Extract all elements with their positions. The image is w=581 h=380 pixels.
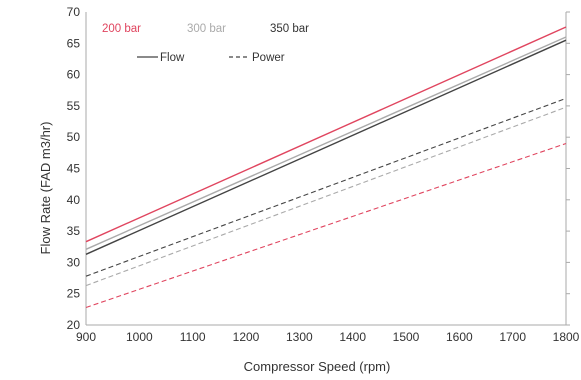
x-tick-label: 1400 <box>339 330 366 344</box>
y-tick-label: 55 <box>67 99 81 113</box>
y-tick-label: 50 <box>67 130 81 144</box>
x-tick-label: 900 <box>76 330 96 344</box>
legend-entry-power: Power <box>252 52 285 64</box>
legend-entry-300-bar: 300 bar <box>187 23 226 35</box>
series-line-300-bar-power <box>85 106 567 287</box>
legend-entry-350-bar: 350 bar <box>270 23 309 35</box>
y-tick-label: 45 <box>67 162 81 176</box>
x-axis-ticks: 900 1000 1100 1200 1300 1400 1500 1600 1700 1800 <box>76 330 580 344</box>
x-tick-label: 1200 <box>233 330 260 344</box>
y-tick-label: 65 <box>67 36 81 50</box>
series-line-200-bar-power <box>85 142 567 309</box>
x-tick-label: 1100 <box>180 330 206 344</box>
y-tick-label: 40 <box>67 193 81 207</box>
x-tick-label: 1500 <box>393 330 420 344</box>
series-line-350-bar-flow <box>85 39 567 255</box>
x-tick-label: 1800 <box>553 330 580 344</box>
x-tick-label: 1300 <box>286 330 313 344</box>
right-axis-ticks <box>566 11 570 326</box>
x-tick-label: 1600 <box>446 330 473 344</box>
y-tick-label: 35 <box>67 224 81 238</box>
x-tick-label: 1700 <box>499 330 526 344</box>
y-tick-label: 25 <box>67 287 81 301</box>
series-line-200-bar-flow <box>85 26 567 243</box>
legend-background <box>96 12 316 72</box>
y-tick-label: 30 <box>67 255 81 269</box>
series-line-300-bar-flow <box>85 36 567 250</box>
series-line-350-bar-power <box>85 97 567 277</box>
y-tick-label: 60 <box>67 68 81 82</box>
y-tick-label: 70 <box>67 5 81 19</box>
y-axis-ticks: 20 25 30 35 40 45 50 55 60 65 70 <box>67 5 81 332</box>
series-lines <box>85 26 567 309</box>
legend-entry-flow: Flow <box>160 52 185 64</box>
x-axis-label: Compressor Speed (rpm) <box>244 359 391 374</box>
y-tick-label: 20 <box>67 318 81 332</box>
legend: 200 bar 300 bar 350 bar Flow Power <box>96 12 316 72</box>
x-tick-label: 1000 <box>126 330 153 344</box>
legend-entry-200-bar: 200 bar <box>102 23 141 35</box>
y-axis-label: Flow Rate (FAD m3/hr) <box>38 122 53 255</box>
